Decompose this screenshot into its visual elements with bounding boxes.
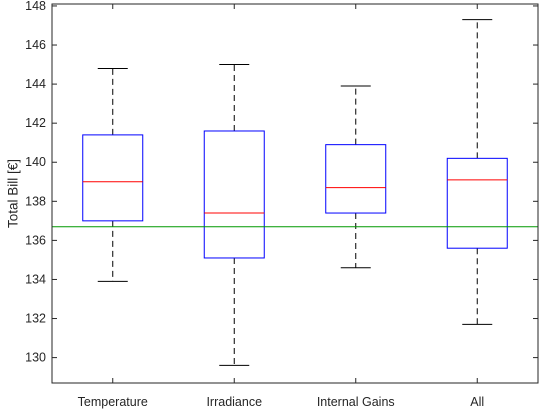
y-tick-label: 148 [25,0,46,13]
y-tick-label: 134 [25,272,46,286]
x-tick-label: Irradiance [206,395,262,409]
y-tick-label: 140 [25,155,46,169]
box-temperature [82,67,144,282]
box-iqr [203,130,265,259]
x-tick-label: All [470,395,484,409]
x-tick-label: Temperature [78,395,148,409]
y-tick-label: 142 [25,116,46,130]
axes-layer: 130 132 134 136 138 140 142 144 146 148 Temperatur… [25,0,539,409]
y-tick-label: 146 [25,38,46,52]
y-tick-label: 132 [25,312,46,326]
box-iqr [82,134,144,222]
y-axis-label: Total Bill [€] [6,159,21,228]
box-iqr [446,157,508,249]
boxes-layer [82,19,508,366]
y-tick-label: 144 [25,77,46,91]
y-tick-label: 136 [25,233,46,247]
y-tick-label: 130 [25,351,46,365]
y-tick-label: 138 [25,194,46,208]
x-tick-label: Internal Gains [317,395,395,409]
box-irradiance [203,64,265,366]
box-all [446,19,508,325]
box-internal-gains [325,85,387,269]
axes-frame [51,3,539,384]
plot-area [52,4,538,383]
box-iqr [325,144,387,214]
